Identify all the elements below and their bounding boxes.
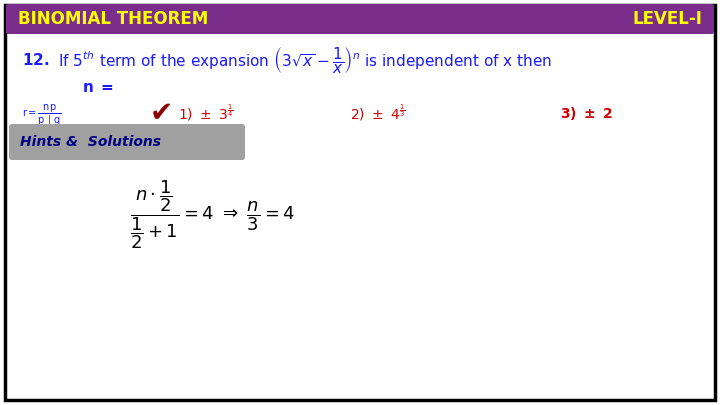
- Text: $\mathrm{r=\dfrac{np}{p\ |\ q}}$: $\mathrm{r=\dfrac{np}{p\ |\ q}}$: [22, 102, 62, 128]
- Text: $\mathrm{2)\ \pm\ 4^{\frac{1}{3}}}$: $\mathrm{2)\ \pm\ 4^{\frac{1}{3}}}$: [350, 103, 405, 123]
- Text: Hints &  Solutions: Hints & Solutions: [20, 135, 161, 149]
- FancyBboxPatch shape: [6, 4, 714, 34]
- Text: ✔: ✔: [150, 99, 174, 127]
- Text: LEVEL-I: LEVEL-I: [632, 10, 702, 28]
- Text: BINOMIAL THEOREM: BINOMIAL THEOREM: [18, 10, 208, 28]
- FancyBboxPatch shape: [5, 5, 715, 400]
- Text: $\dfrac{n\cdot\dfrac{1}{2}}{\dfrac{1}{2}+1}=4\ \Rightarrow\ \dfrac{n}{3}=4$: $\dfrac{n\cdot\dfrac{1}{2}}{\dfrac{1}{2}…: [130, 179, 295, 252]
- Text: $\mathbf{12.}$: $\mathbf{12.}$: [22, 52, 59, 68]
- Text: $\mathrm{If}\ 5^{\mathit{th}}\ \mathrm{term\ of\ the\ expansion}\ \left(3\sqrt{x: $\mathrm{If}\ 5^{\mathit{th}}\ \mathrm{t…: [58, 45, 552, 75]
- Text: $\mathbf{n\ =}$: $\mathbf{n\ =}$: [82, 79, 114, 94]
- Text: $\mathrm{1)\ \pm\ 3^{\frac{1}{4}}}$: $\mathrm{1)\ \pm\ 3^{\frac{1}{4}}}$: [178, 103, 233, 123]
- Text: $\mathbf{3)\ \pm\ 2}$: $\mathbf{3)\ \pm\ 2}$: [560, 104, 613, 122]
- FancyBboxPatch shape: [9, 124, 245, 160]
